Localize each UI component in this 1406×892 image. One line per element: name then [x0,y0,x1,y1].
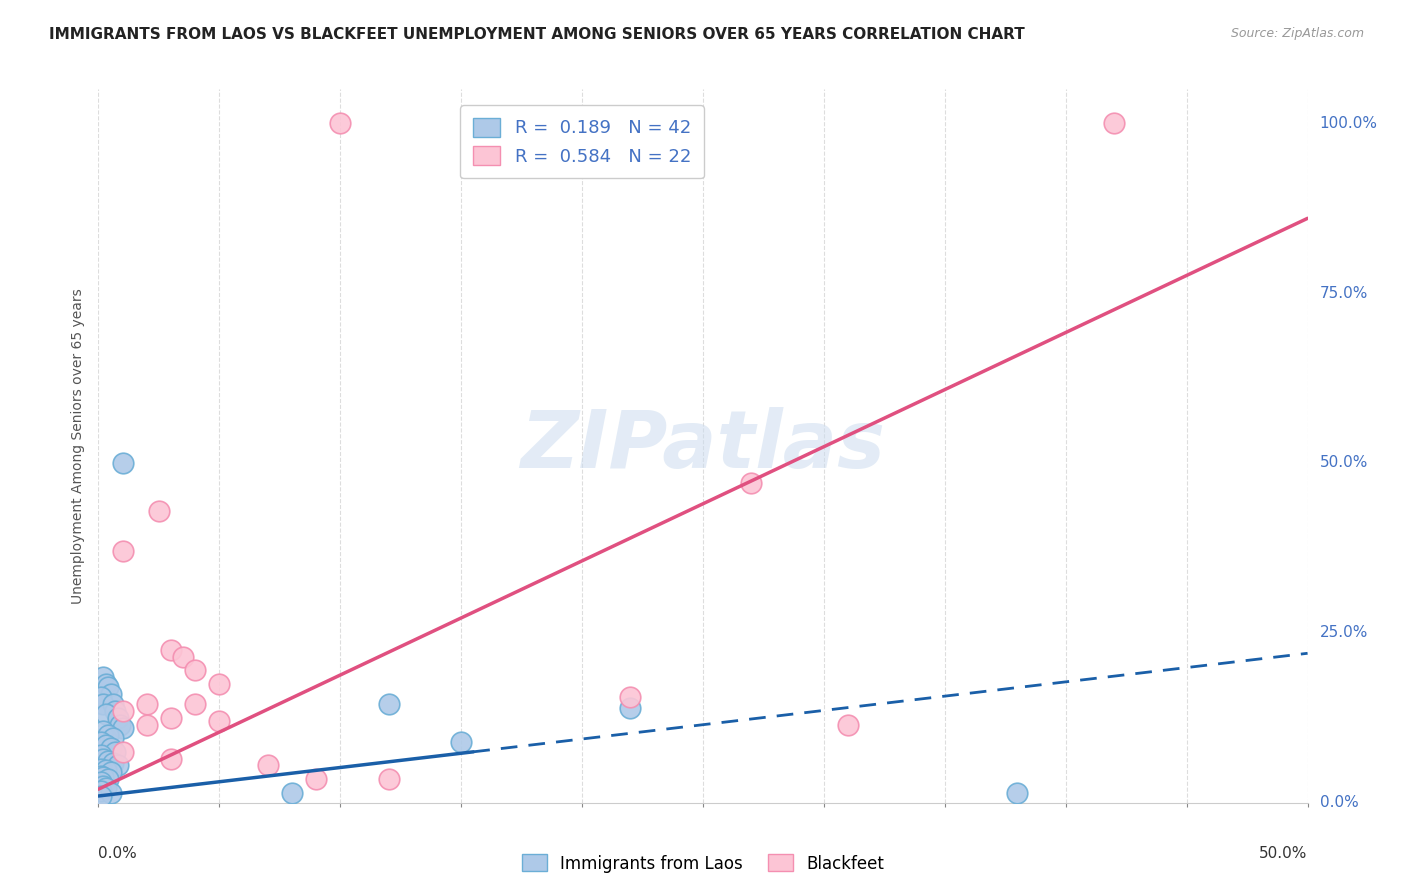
Point [97,754,120,768]
Point [377,698,399,712]
Point [135,698,157,712]
Text: Source: ZipAtlas.com: Source: ZipAtlas.com [1230,27,1364,40]
Point [94,707,117,722]
Point [377,772,399,786]
Text: 100.0%: 100.0% [1320,116,1378,131]
Text: IMMIGRANTS FROM LAOS VS BLACKFEET UNEMPLOYMENT AMONG SENIORS OVER 65 YEARS CORRE: IMMIGRANTS FROM LAOS VS BLACKFEET UNEMPL… [49,27,1025,42]
Point [101,731,124,746]
Point [256,758,278,772]
Point [837,717,859,731]
Point [97,680,120,694]
Point [619,690,641,705]
Point [101,756,124,771]
Point [305,772,328,786]
Text: 25.0%: 25.0% [1320,625,1368,640]
Text: 0.0%: 0.0% [1320,796,1358,810]
Point [91,751,114,765]
Point [101,698,124,712]
Point [107,758,129,772]
Point [100,786,122,800]
Point [329,116,352,130]
Point [94,763,117,777]
Legend: R =  0.189   N = 42, R =  0.584   N = 22: R = 0.189 N = 42, R = 0.584 N = 22 [461,105,703,178]
Point [94,677,117,691]
Point [184,663,207,677]
Text: 50.0%: 50.0% [1320,456,1368,470]
Point [90,762,112,776]
Point [90,690,112,705]
Point [108,717,131,731]
Point [1007,786,1029,800]
Point [100,741,122,756]
Legend: Immigrants from Laos, Blackfeet: Immigrants from Laos, Blackfeet [515,847,891,880]
Point [90,734,112,748]
Point [172,649,194,664]
Point [94,780,117,795]
Point [107,711,129,725]
Point [90,775,112,789]
Y-axis label: Unemployment Among Seniors over 65 years: Unemployment Among Seniors over 65 years [70,288,84,604]
Point [104,745,127,759]
Point [91,670,114,684]
Point [90,748,112,763]
Point [90,769,112,783]
Point [90,783,112,797]
Point [135,717,157,731]
Point [97,772,120,786]
Point [111,745,134,759]
Point [160,711,183,725]
Point [91,724,114,739]
Point [281,786,304,800]
Point [91,779,114,793]
Point [100,765,122,780]
Text: ZIPatlas: ZIPatlas [520,407,886,485]
Text: 75.0%: 75.0% [1320,285,1368,301]
Point [100,687,122,701]
Point [91,698,114,712]
Point [1102,116,1125,130]
Point [91,770,114,784]
Point [450,734,472,748]
Text: 50.0%: 50.0% [1260,846,1308,861]
Point [740,476,762,491]
Point [111,721,134,735]
Point [160,643,183,657]
Point [90,789,112,803]
Point [148,503,170,517]
Point [208,677,231,691]
Point [619,700,641,714]
Point [111,544,134,558]
Point [111,704,134,718]
Point [184,698,207,712]
Point [94,738,117,752]
Text: 0.0%: 0.0% [98,846,138,861]
Point [208,714,231,729]
Point [111,456,134,470]
Point [160,751,183,765]
Point [104,704,127,718]
Point [97,728,120,742]
